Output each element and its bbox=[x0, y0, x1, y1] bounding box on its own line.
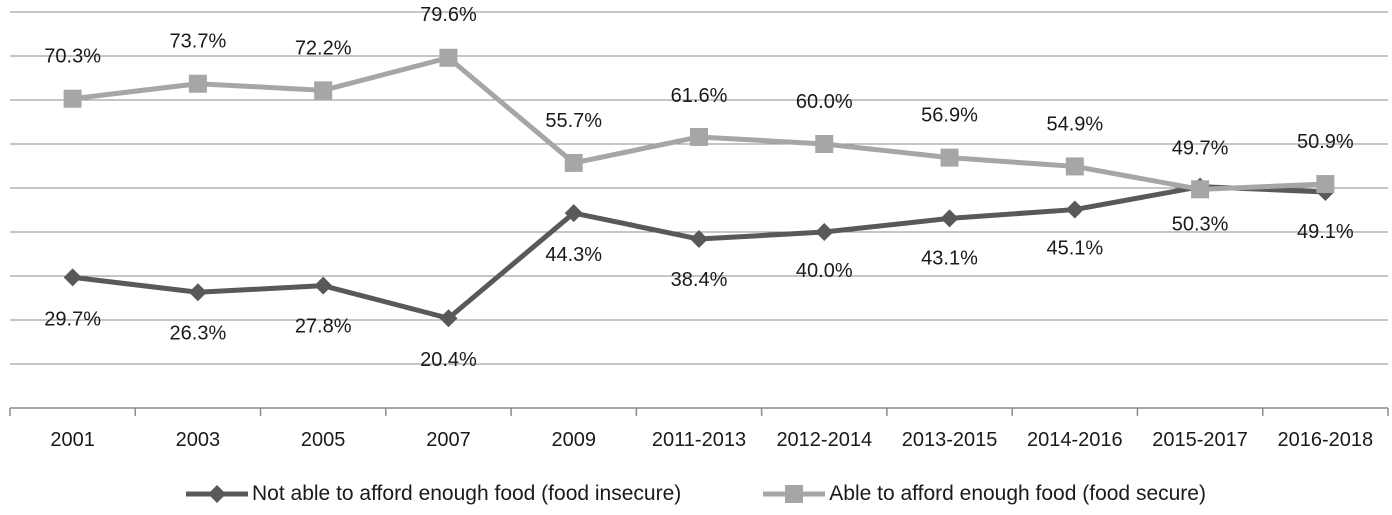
legend-item-food-secure: Able to afford enough food (food secure) bbox=[763, 482, 1206, 506]
legend-item-food-insecure: Not able to afford enough food (food ins… bbox=[186, 482, 681, 506]
x-tick-label: 2014-2016 bbox=[1027, 429, 1123, 451]
data-point-food-insecure bbox=[63, 268, 82, 287]
data-label-food-secure: 60.0% bbox=[796, 91, 853, 113]
data-label-food-secure: 61.6% bbox=[671, 85, 728, 107]
data-label-food-insecure: 50.3% bbox=[1172, 214, 1229, 236]
legend-swatch-food-secure bbox=[763, 485, 826, 503]
data-point-food-insecure bbox=[690, 230, 708, 249]
data-point-food-secure bbox=[63, 89, 82, 108]
data-point-food-secure bbox=[1065, 157, 1084, 176]
legend-swatch-food-insecure bbox=[186, 485, 249, 503]
legend-label-food-secure: Able to afford enough food (food secure) bbox=[829, 482, 1206, 505]
data-point-food-secure bbox=[314, 81, 333, 100]
data-point-food-secure bbox=[188, 74, 207, 93]
x-tick-label: 2016-2018 bbox=[1278, 429, 1374, 451]
data-point-food-insecure bbox=[1065, 200, 1084, 219]
x-tick-label: 2009 bbox=[551, 429, 596, 451]
data-point-food-secure bbox=[564, 153, 583, 172]
data-label-food-insecure: 27.8% bbox=[295, 316, 352, 338]
data-label-food-secure: 50.9% bbox=[1297, 131, 1354, 153]
x-tick-label: 2013-2015 bbox=[902, 429, 998, 451]
data-point-food-insecure bbox=[188, 283, 207, 302]
data-label-food-insecure: 44.3% bbox=[545, 244, 602, 266]
data-label-food-secure: 73.7% bbox=[170, 31, 227, 53]
x-tick-label: 2015-2017 bbox=[1152, 429, 1248, 451]
legend-label-food-insecure: Not able to afford enough food (food ins… bbox=[252, 482, 682, 505]
data-label-food-insecure: 49.1% bbox=[1297, 221, 1354, 243]
data-point-food-insecure bbox=[314, 276, 333, 295]
data-point-food-insecure bbox=[564, 204, 583, 223]
data-label-food-insecure: 26.3% bbox=[170, 322, 227, 344]
data-point-food-secure bbox=[815, 135, 834, 153]
data-point-food-secure bbox=[1316, 175, 1335, 194]
data-label-food-insecure: 45.1% bbox=[1046, 238, 1103, 260]
data-label-food-secure: 56.9% bbox=[921, 105, 978, 127]
legend: Not able to afford enough food (food ins… bbox=[0, 474, 1392, 514]
data-point-food-secure bbox=[439, 48, 458, 67]
data-label-food-insecure: 43.1% bbox=[921, 247, 978, 269]
data-point-food-insecure bbox=[815, 223, 834, 241]
data-label-food-secure: 49.7% bbox=[1172, 137, 1229, 159]
data-point-food-secure bbox=[940, 148, 959, 167]
x-tick-label: 2003 bbox=[176, 429, 221, 451]
data-label-food-insecure: 29.7% bbox=[44, 308, 101, 330]
x-tick-label: 2001 bbox=[50, 429, 95, 451]
data-label-food-secure: 55.7% bbox=[545, 110, 602, 132]
data-label-food-secure: 54.9% bbox=[1046, 113, 1103, 135]
data-label-food-secure: 70.3% bbox=[44, 46, 101, 68]
x-tick-label: 2011-2013 bbox=[652, 429, 746, 451]
data-point-food-secure bbox=[1191, 180, 1210, 199]
data-point-food-insecure bbox=[439, 309, 458, 328]
x-tick-label: 2005 bbox=[301, 429, 346, 451]
data-label-food-secure: 79.6% bbox=[420, 4, 477, 26]
data-point-food-insecure bbox=[940, 209, 959, 228]
line-chart: 2001 2003 2005 2007 2009 2011-2013 2012-2014 20… bbox=[9, 4, 1389, 451]
data-label-food-insecure: 38.4% bbox=[671, 269, 728, 291]
series-line-food-insecure bbox=[72, 184, 1326, 321]
data-point-food-secure bbox=[690, 127, 708, 146]
data-label-food-secure: 72.2% bbox=[295, 37, 352, 59]
x-tick-label: 2012-2014 bbox=[776, 429, 872, 451]
x-tick-label: 2007 bbox=[426, 429, 471, 451]
series-line-food-secure bbox=[72, 55, 1326, 192]
data-label-food-insecure: 40.0% bbox=[796, 260, 853, 282]
data-label-food-insecure: 20.4% bbox=[420, 349, 477, 371]
